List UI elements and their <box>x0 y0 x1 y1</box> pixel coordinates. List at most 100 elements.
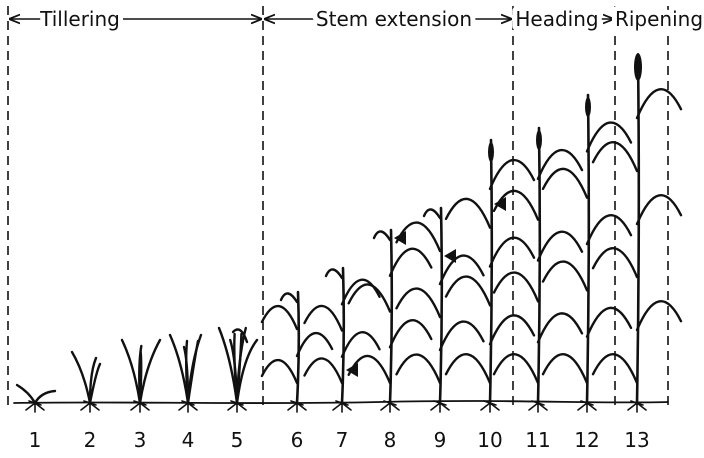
plant-number: 12 <box>574 428 599 452</box>
leaf <box>33 389 57 405</box>
leaf <box>395 221 442 253</box>
leaf <box>340 331 381 358</box>
stage-label: Tillering <box>39 7 120 31</box>
leaf <box>585 306 633 338</box>
plant-number: 9 <box>434 428 447 452</box>
pointer <box>444 249 456 263</box>
leaf <box>347 354 392 385</box>
plant <box>70 350 102 413</box>
leaf <box>541 260 589 292</box>
plant-number: 3 <box>134 428 147 452</box>
plant <box>347 228 433 413</box>
stage-dividers <box>7 6 669 408</box>
stem <box>635 53 641 405</box>
leaf <box>235 338 259 405</box>
plant-number: 10 <box>477 428 502 452</box>
leaf <box>492 271 540 303</box>
ear <box>634 53 642 81</box>
plant <box>260 290 334 413</box>
pointer <box>494 197 506 211</box>
leaf <box>303 357 344 385</box>
leaf <box>488 159 536 191</box>
plant <box>168 333 203 413</box>
leaf <box>438 254 485 286</box>
leaf <box>492 353 540 385</box>
ground-line <box>13 400 669 405</box>
leaf <box>120 338 142 405</box>
stage-label: Ripening <box>615 7 703 31</box>
leaf <box>541 167 589 199</box>
plant-number: 1 <box>29 428 42 452</box>
leaf <box>635 194 683 226</box>
leaf <box>260 358 299 385</box>
leaf <box>88 362 102 405</box>
plants <box>15 53 683 413</box>
leaf <box>444 275 492 307</box>
leaf <box>260 304 299 331</box>
stage-label: Heading <box>515 7 598 31</box>
flag-leaf <box>372 230 392 242</box>
leaf <box>536 149 584 181</box>
plant-number: 8 <box>384 428 397 452</box>
ear <box>536 130 542 150</box>
plant <box>591 53 683 413</box>
plant <box>492 126 584 413</box>
leaf <box>541 353 589 385</box>
leaf <box>340 278 381 306</box>
plant-numbers: 1 2 3 4 5 6 7 8 9 10 11 12 13 <box>29 428 650 452</box>
leaf <box>635 88 683 120</box>
stem <box>438 206 444 405</box>
leaf <box>395 353 442 385</box>
leaf <box>231 328 249 344</box>
leaf <box>488 314 536 346</box>
leaf <box>591 141 639 173</box>
leaf <box>347 283 392 313</box>
plant-number: 7 <box>336 428 349 452</box>
plant-number: 4 <box>182 428 195 452</box>
plant-number: 6 <box>291 428 304 452</box>
leaf <box>591 247 639 279</box>
ear <box>585 97 591 117</box>
leaf <box>295 331 334 358</box>
leaf <box>585 214 633 246</box>
plant <box>217 326 259 413</box>
leaf <box>186 339 200 405</box>
plant <box>120 338 162 413</box>
leaf <box>388 319 433 349</box>
stage-label: Stem extension <box>316 7 472 31</box>
leaf <box>591 353 639 385</box>
stem <box>536 126 542 405</box>
plant <box>541 93 633 413</box>
leaf <box>438 320 485 352</box>
leaf <box>536 312 584 344</box>
ear <box>488 142 494 162</box>
leaf <box>444 197 492 229</box>
plant <box>444 138 536 413</box>
leaf <box>536 230 584 262</box>
leaf <box>635 300 683 332</box>
stem <box>585 93 591 405</box>
leaf <box>138 338 162 405</box>
plant <box>15 383 57 413</box>
leaf <box>388 247 433 277</box>
leaf <box>395 287 442 319</box>
leaf <box>488 236 536 268</box>
plant <box>395 206 485 413</box>
flag-leaf <box>422 208 442 220</box>
flag-leaf <box>324 268 344 280</box>
plant <box>303 266 381 413</box>
plant-number: 2 <box>84 428 97 452</box>
leaf <box>492 189 540 221</box>
leaf <box>70 350 92 405</box>
leaf <box>444 353 492 385</box>
leaf <box>303 304 344 332</box>
leaf <box>15 383 37 405</box>
leaf <box>585 121 633 153</box>
stem <box>388 228 394 405</box>
stem <box>488 138 494 405</box>
plant-number: 13 <box>624 428 649 452</box>
plant-number: 11 <box>525 428 550 452</box>
stem <box>295 290 301 405</box>
plant-number: 5 <box>231 428 244 452</box>
